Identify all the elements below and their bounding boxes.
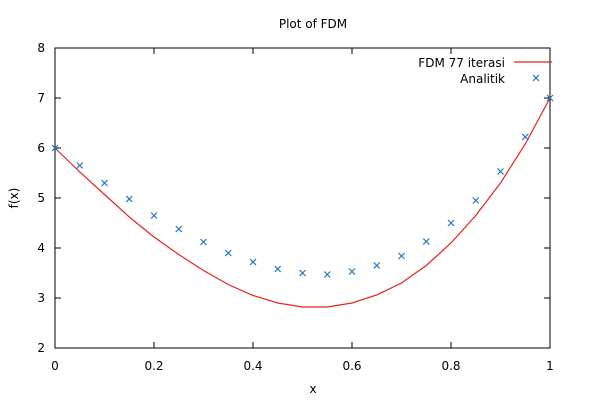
data-point-analitik	[101, 179, 108, 187]
y-tick-label: 5	[37, 191, 45, 205]
x-axis-label: x	[309, 382, 316, 396]
y-axis-label: f(x)	[7, 188, 21, 209]
plot-frame	[54, 47, 551, 349]
data-point-analitik	[150, 212, 158, 219]
x-tick-label: 0.2	[144, 359, 163, 373]
data-point-analitik	[200, 238, 207, 246]
data-point-analitik	[521, 133, 529, 141]
legend: FDM 77 iterasi Analitik	[418, 56, 552, 86]
data-point-analitik	[497, 168, 504, 175]
x-tick-label: 0.4	[243, 359, 262, 373]
y-tick-label: 3	[37, 291, 45, 305]
data-point-analitik	[472, 197, 480, 204]
series-layer	[51, 94, 554, 308]
legend-label-analitik: Analitik	[460, 72, 505, 86]
x-tick-label: 1	[546, 359, 554, 373]
data-point-analitik	[274, 265, 282, 273]
data-point-analitik	[249, 258, 257, 266]
data-point-analitik	[76, 162, 84, 169]
y-tick-label: 7	[37, 91, 45, 105]
y-tick-label: 6	[37, 141, 45, 155]
data-point-analitik	[373, 262, 381, 269]
data-point-analitik	[175, 225, 183, 233]
data-point-analitik	[398, 252, 405, 260]
legend-swatch-analitik	[532, 74, 540, 82]
chart-title: Plot of FDM	[279, 17, 347, 31]
legend-label-fdm: FDM 77 iterasi	[418, 56, 505, 70]
y-axis-ticks: 2 3 4 5 6 7 8	[37, 41, 550, 355]
data-point-analitik	[224, 249, 232, 257]
x-tick-label: 0.6	[342, 359, 361, 373]
series-line-fdm-77-iterasi	[54, 97, 551, 308]
y-tick-label: 8	[37, 41, 45, 55]
y-tick-label: 2	[37, 341, 45, 355]
data-point-analitik	[51, 144, 59, 152]
data-point-analitik	[422, 238, 430, 245]
data-point-analitik	[447, 219, 455, 227]
data-point-analitik	[546, 94, 554, 102]
x-tick-label: 0	[51, 359, 59, 373]
x-axis-ticks: 0 0.2 0.4 0.6 0.8 1	[51, 48, 554, 373]
data-point-analitik	[348, 268, 356, 275]
x-tick-label: 0.8	[441, 359, 460, 373]
data-point-analitik	[323, 271, 331, 278]
y-tick-label: 4	[37, 241, 45, 255]
data-point-analitik	[299, 269, 306, 277]
data-point-analitik	[125, 195, 133, 203]
